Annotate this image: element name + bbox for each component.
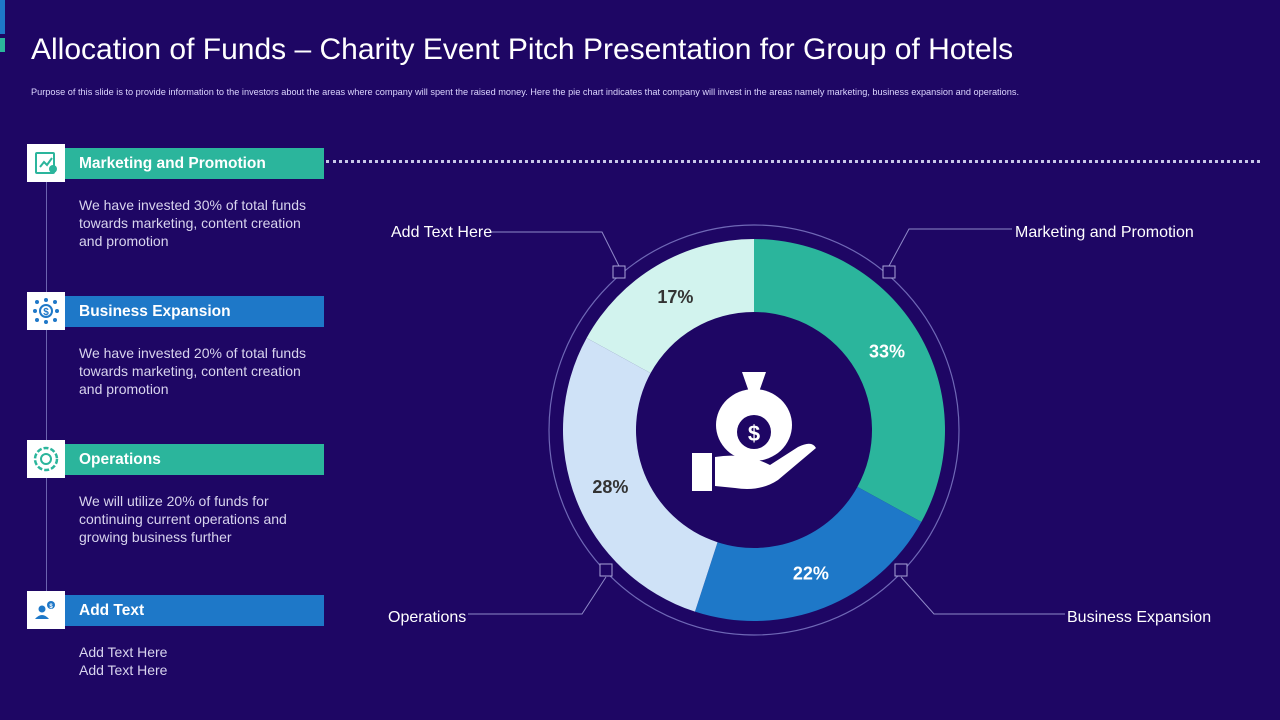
callout-line-add-text	[490, 231, 620, 267]
description-line: Add Text Here	[79, 662, 168, 678]
description-line: We have invested 20% of total funds	[79, 345, 306, 361]
timeline-line	[46, 180, 47, 625]
svg-text:$: $	[43, 307, 49, 318]
item-add-text: $ Add Text Add Text Here Add Text Here	[27, 591, 325, 679]
callout-marker	[894, 563, 908, 577]
callout-marker	[882, 265, 896, 279]
callout-line-operations	[468, 576, 607, 615]
callout-marker	[599, 563, 613, 577]
page-title: Allocation of Funds – Charity Event Pitc…	[31, 33, 1014, 66]
slice-label-business-expansion: 22%	[793, 564, 829, 584]
description-line: Add Text Here	[79, 644, 168, 660]
callout-label-business: Business Expansion	[1067, 609, 1211, 626]
users-icon: $	[27, 591, 65, 629]
description-line: and promotion	[79, 233, 169, 249]
item-marketing: Marketing and Promotion We have invested…	[27, 144, 325, 250]
slice-label-marketing-and-promotion: 33%	[869, 341, 905, 361]
slice-business-expansion	[694, 486, 922, 621]
money-bag-hand-icon: $	[692, 372, 816, 491]
item-operations: Operations We will utilize 20% of funds …	[27, 440, 325, 546]
item-description: We will utilize 20% of funds for continu…	[79, 492, 329, 546]
callout-label-operations: Operations	[388, 609, 466, 626]
item-description: We have invested 30% of total funds towa…	[79, 196, 329, 250]
slice-operations	[563, 337, 718, 612]
description-line: We have invested 30% of total funds	[79, 197, 306, 213]
slice-label-operations: 28%	[592, 477, 628, 497]
item-business-expansion: $ Business Expansion We have invested 20…	[27, 292, 325, 398]
page-subtitle: Purpose of this slide is to provide info…	[31, 87, 1020, 97]
dollar-network-icon: $	[27, 292, 65, 330]
callout-lines	[468, 228, 1065, 615]
marketing-icon	[27, 144, 65, 182]
slice-add-text-here	[586, 239, 754, 374]
chart-outer-ring	[548, 224, 960, 636]
description-line: growing business further	[79, 529, 232, 545]
item-title-bar: Business Expansion	[65, 296, 324, 327]
svg-text:$: $	[49, 604, 53, 610]
description-line: continuing current operations and	[79, 511, 287, 527]
slice-label-add-text-here: 17%	[657, 287, 693, 307]
item-description: Add Text Here Add Text Here	[79, 643, 329, 679]
item-description: We have invested 20% of total funds towa…	[79, 344, 329, 398]
description-line: and promotion	[79, 381, 169, 397]
callout-line-marketing	[888, 228, 1012, 267]
callout-markers	[599, 265, 908, 577]
dotted-divider	[326, 160, 1260, 163]
corner-accent	[0, 0, 5, 34]
callout-line-business	[900, 576, 1065, 615]
description-line: towards marketing, content creation	[79, 215, 301, 231]
callout-label-add-text: Add Text Here	[391, 224, 492, 241]
description-line: We will utilize 20% of funds for	[79, 493, 269, 509]
description-line: towards marketing, content creation	[79, 363, 301, 379]
corner-accent-small	[0, 38, 5, 52]
callout-label-marketing: Marketing and Promotion	[1015, 224, 1194, 241]
callout-marker	[612, 265, 626, 279]
item-title-bar: Add Text	[65, 595, 324, 626]
item-title-bar: Marketing and Promotion	[65, 148, 324, 179]
dollar-symbol: $	[748, 421, 760, 446]
gear-cycle-icon	[27, 440, 65, 478]
slice-marketing-and-promotion	[754, 239, 945, 523]
item-title-bar: Operations	[65, 444, 324, 475]
